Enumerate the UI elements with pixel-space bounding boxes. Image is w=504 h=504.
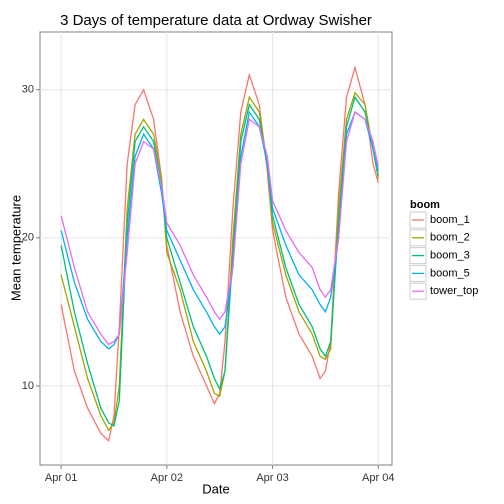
legend-label: boom_5 [430,267,470,279]
y-axis-label: Mean temperature [8,195,23,301]
x-axis-label: Date [202,481,229,496]
x-tick-label: Apr 03 [256,472,288,484]
series-line [60,95,379,427]
legend-label: boom_1 [430,214,470,226]
legend-title: boom [410,199,440,211]
series-line [60,110,379,346]
y-tick-label: 30 [22,84,34,96]
y-tick-label: 10 [22,380,34,392]
x-tick-label: Apr 01 [45,472,77,484]
x-tick-label: Apr 04 [362,472,394,484]
chart-title: 3 Days of temperature data at Ordway Swi… [60,12,372,29]
legend-label: tower_top [430,285,478,297]
legend-label: boom_3 [430,250,470,262]
plot-panel [39,31,393,466]
x-tick-label: Apr 02 [151,472,183,484]
y-tick-label: 20 [22,232,34,244]
legend-label: boom_2 [430,232,470,244]
